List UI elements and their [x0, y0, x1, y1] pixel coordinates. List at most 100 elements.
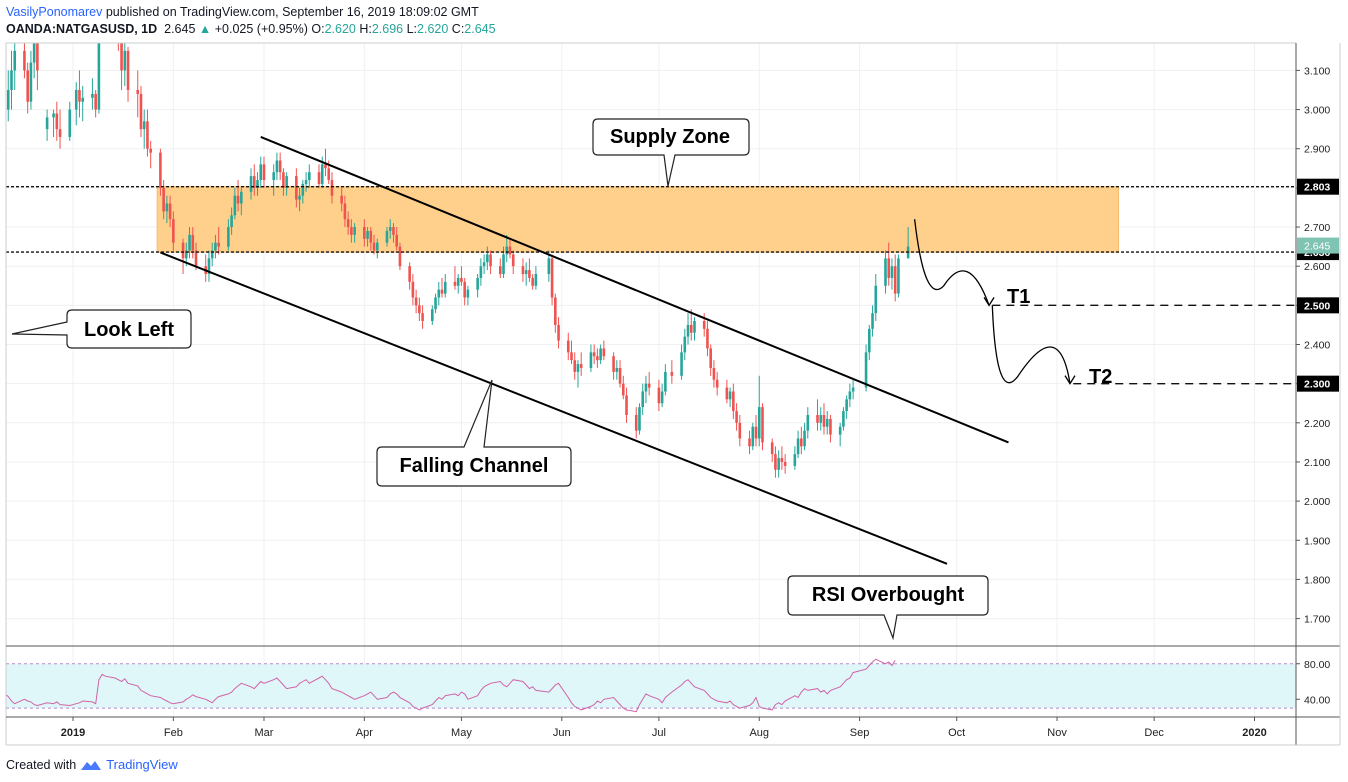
candle-down — [612, 352, 615, 380]
candle-down — [761, 403, 764, 451]
candle-body — [392, 227, 395, 235]
candle-down — [754, 414, 758, 447]
candle-down — [689, 309, 693, 341]
candle-down — [893, 254, 897, 302]
candle-body — [149, 148, 152, 153]
candle-body — [460, 277, 463, 282]
projection-arrowhead-icon — [983, 296, 995, 307]
candle-down — [770, 438, 774, 462]
candle-body — [709, 348, 712, 368]
candle-body — [398, 246, 402, 267]
x-tick-label: May — [451, 727, 472, 739]
candle-down — [780, 446, 784, 470]
candle-body — [508, 246, 512, 255]
y-tick-label: 2.600 — [1304, 261, 1330, 273]
candle-body — [233, 195, 237, 216]
candle-body — [275, 160, 279, 173]
target-t2-label: T2 — [1089, 366, 1112, 388]
projection-arrowhead-icon — [1064, 375, 1076, 385]
candle-body — [806, 414, 810, 431]
candle-body — [36, 43, 39, 71]
candle-body — [55, 113, 59, 130]
candle-body — [369, 230, 373, 243]
candle-body — [456, 277, 460, 286]
candle-body — [816, 414, 819, 423]
candle-up — [482, 254, 486, 275]
x-tick-label: Aug — [749, 727, 769, 739]
candle-body — [589, 352, 593, 368]
rsi-pane — [6, 658, 1296, 713]
axes-layer: 3.1003.0002.9002.8002.7002.6002.5002.400… — [5, 42, 1341, 746]
candle-down — [647, 371, 651, 396]
candle-down — [735, 403, 738, 431]
candle-body — [621, 383, 625, 396]
footer: Created with TradingView — [6, 757, 178, 772]
candle-up — [806, 407, 810, 439]
rsi-overbought-callout[interactable]: RSI Overbought — [787, 575, 989, 641]
tradingview-brand[interactable]: TradingView — [106, 757, 178, 772]
author-link[interactable]: VasilyPonomarev — [6, 5, 103, 19]
level-tag-2.803 — [1297, 178, 1339, 195]
x-tick-label: Dec — [1144, 727, 1164, 739]
candle-down — [440, 277, 444, 298]
supply-zone-callout[interactable]: Supply Zone — [592, 118, 750, 187]
candle-up — [479, 258, 483, 286]
candle-up — [443, 274, 447, 298]
candle-body — [890, 266, 894, 278]
candle-down — [55, 101, 59, 141]
candle-body — [317, 172, 321, 184]
x-tick-label: Nov — [1047, 727, 1067, 739]
candle-up — [793, 446, 797, 470]
candle-up — [890, 258, 894, 290]
candle-body — [670, 371, 674, 376]
candle-body — [683, 336, 687, 353]
candle-body — [262, 164, 266, 181]
candle-up — [68, 101, 72, 141]
candle-body — [531, 277, 534, 286]
candle-down — [887, 242, 891, 286]
candle-down — [58, 109, 62, 149]
candle-body — [693, 321, 696, 333]
candle-up — [871, 305, 874, 337]
publish-line: VasilyPonomarev published on TradingView… — [6, 5, 479, 19]
candle-body — [236, 195, 240, 204]
candle-body — [421, 313, 424, 322]
candle-down — [262, 156, 266, 188]
close-value: 2.645 — [464, 22, 496, 36]
candle-body — [751, 426, 755, 447]
candle-up — [825, 411, 829, 435]
y-tick-label: 2.400 — [1304, 340, 1330, 352]
candle-down — [602, 340, 606, 361]
level-tag-text: 2.300 — [1304, 379, 1330, 391]
last-price-text: 2.645 — [164, 22, 196, 36]
candle-up — [0, 0, 3, 133]
candle-body — [660, 391, 664, 404]
candle-up — [385, 227, 389, 247]
candle-up — [210, 242, 214, 267]
candle-body — [395, 234, 398, 247]
candle-up — [615, 360, 619, 380]
candle-down — [621, 375, 625, 400]
candle-body — [864, 352, 868, 388]
candle-up — [91, 78, 94, 110]
look-left-callout[interactable]: Look Left — [11, 309, 192, 349]
candle-body — [489, 254, 492, 267]
candle-body — [256, 180, 259, 188]
open-label: O: — [311, 22, 325, 36]
candle-up — [74, 82, 78, 126]
candle-up — [214, 234, 217, 259]
candle-down — [822, 403, 826, 435]
candle-up — [10, 50, 13, 110]
candle-body — [689, 324, 693, 333]
candle-body — [757, 407, 761, 439]
candle-body — [385, 230, 389, 243]
candle-up — [207, 250, 211, 282]
falling-channel-callout[interactable]: Falling Channel — [376, 379, 572, 487]
low-value: 2.620 — [417, 22, 449, 36]
candle-body — [217, 242, 220, 247]
candle-body — [346, 219, 350, 228]
candle-down — [725, 379, 729, 404]
candle-up — [97, 43, 101, 114]
candle-down — [511, 250, 515, 275]
